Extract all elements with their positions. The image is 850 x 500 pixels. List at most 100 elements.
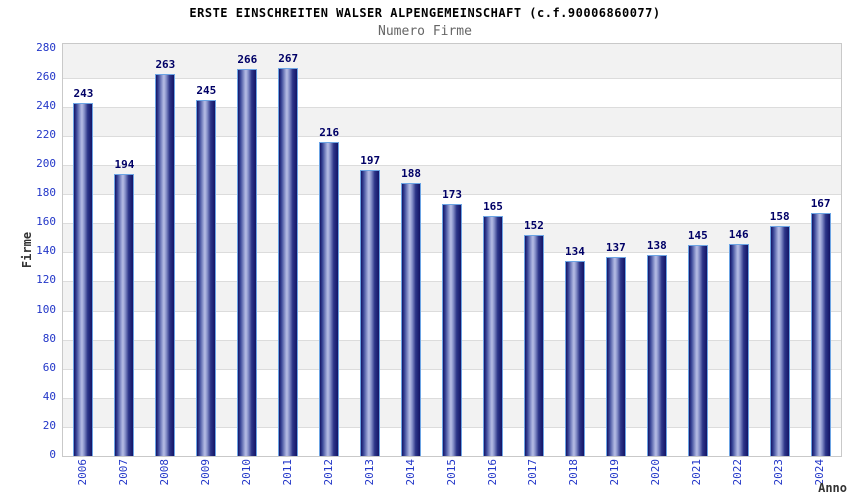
x-tick-label: 2015 [444, 459, 458, 486]
grid-band [63, 136, 841, 166]
gridline [63, 165, 841, 167]
bar-value-label: 138 [646, 239, 667, 253]
gridline [63, 194, 841, 196]
bar [646, 255, 667, 456]
grid-band [63, 44, 841, 78]
bar [319, 141, 340, 456]
bar-value-label: 188 [401, 166, 422, 180]
x-tick-cell: 2018 [553, 459, 594, 499]
bar-slot: 134 [554, 44, 595, 456]
bar [73, 102, 94, 456]
x-tick-label: 2013 [362, 459, 376, 486]
x-tick-cell: 2006 [62, 459, 103, 499]
bar-slot: 138 [636, 44, 677, 456]
bar-value-label: 267 [278, 51, 299, 65]
y-tick-label: 0 [49, 448, 56, 461]
x-tick-cell: 2009 [185, 459, 226, 499]
bar-value-label: 173 [442, 188, 462, 202]
bar-slot: 145 [677, 44, 718, 456]
bar-slot: 146 [718, 44, 759, 456]
bar-slot: 216 [309, 44, 350, 456]
bar-value-label: 145 [687, 229, 708, 243]
y-tick-label: 160 [36, 215, 56, 229]
y-tick-label: 20 [42, 418, 56, 432]
x-tick-label: 2022 [731, 459, 745, 486]
x-tick-label: 2011 [280, 459, 294, 486]
x-tick-cell: 2017 [512, 459, 553, 499]
x-tick-label: 2017 [526, 459, 540, 486]
x-tick-label: 2012 [321, 459, 335, 486]
bar-slot: 267 [268, 44, 309, 456]
bar [605, 256, 626, 456]
bar-slot: 243 [63, 44, 104, 456]
x-tick-cell: 2016 [472, 459, 513, 499]
bar-slot: 266 [227, 44, 268, 456]
y-tick-label: 180 [36, 186, 56, 200]
bars-layer: 243 194 263 245 266 267 216 197 188 173 165 152 134 1… [63, 44, 841, 456]
bar-value-label: 243 [73, 86, 94, 100]
bar-value-label: 263 [155, 57, 176, 71]
bar-slot: 245 [186, 44, 227, 456]
x-tick-cell: 2022 [717, 459, 758, 499]
x-tick-label: 2006 [75, 459, 89, 486]
bar-value-label: 146 [728, 227, 749, 241]
bar-value-label: 245 [196, 83, 217, 97]
bar-slot: 194 [104, 44, 145, 456]
bar-slot: 158 [759, 44, 800, 456]
bar-value-label: 152 [524, 218, 544, 232]
bar [483, 216, 503, 456]
x-tick-cell: 2012 [308, 459, 349, 499]
gridline [63, 77, 841, 79]
x-tick-label: 2023 [772, 459, 786, 486]
y-tick-label: 200 [36, 157, 56, 171]
x-tick-cell: 2011 [267, 459, 308, 499]
bar [237, 69, 258, 456]
x-tick-cell: 2010 [226, 459, 267, 499]
x-tick-cell: 2023 [758, 459, 799, 499]
y-tick-label: 240 [36, 98, 56, 112]
y-tick-label: 80 [42, 331, 56, 345]
bar-slot: 137 [595, 44, 636, 456]
bar-value-label: 134 [564, 245, 585, 259]
bar-value-label: 197 [360, 153, 381, 167]
y-tick-label: 260 [36, 69, 56, 83]
bar [769, 226, 790, 456]
bar [523, 234, 544, 456]
bar-value-label: 165 [483, 200, 503, 214]
bar [360, 169, 381, 456]
bar-value-label: 137 [605, 240, 626, 254]
y-tick-label: 220 [36, 128, 56, 142]
y-tick-label: 280 [36, 40, 56, 54]
bar-slot: 173 [432, 44, 473, 456]
bar [114, 173, 135, 456]
x-axis-title: Anno [818, 481, 847, 495]
bar [728, 243, 749, 456]
chart-title: ERSTE EINSCHREITEN WALSER ALPENGEMEINSCH… [189, 6, 661, 20]
bar [810, 213, 831, 456]
bar [442, 204, 463, 456]
x-tick-label: 2014 [403, 459, 417, 486]
x-tick-cell: 2013 [349, 459, 390, 499]
x-tick-cell: 2008 [144, 459, 185, 499]
x-tick-label: 2009 [198, 459, 212, 486]
bar-slot: 152 [513, 44, 554, 456]
bar [564, 261, 585, 456]
x-tick-label: 2016 [485, 459, 499, 486]
bar-slot: 167 [800, 44, 841, 456]
x-tick-label: 2021 [690, 459, 704, 486]
bar [401, 182, 422, 456]
x-tick-cell: 2014 [390, 459, 431, 499]
y-tick-label: 140 [36, 244, 56, 258]
bar-value-label: 266 [237, 53, 258, 67]
x-tick-label: 2018 [567, 459, 581, 486]
bar [278, 67, 299, 456]
x-tick-label: 2007 [116, 459, 130, 486]
bar [687, 245, 708, 456]
y-tick-label: 120 [36, 273, 56, 287]
x-tick-label: 2019 [608, 459, 622, 486]
bar-value-label: 194 [114, 157, 135, 171]
x-tick-cell: 2020 [635, 459, 676, 499]
x-tick-cell: 2021 [676, 459, 717, 499]
grid-band [63, 77, 841, 107]
x-axis-ticks: 2006 2007 2008 2009 2010 2011 2012 2013 2014 2015… [62, 459, 840, 499]
